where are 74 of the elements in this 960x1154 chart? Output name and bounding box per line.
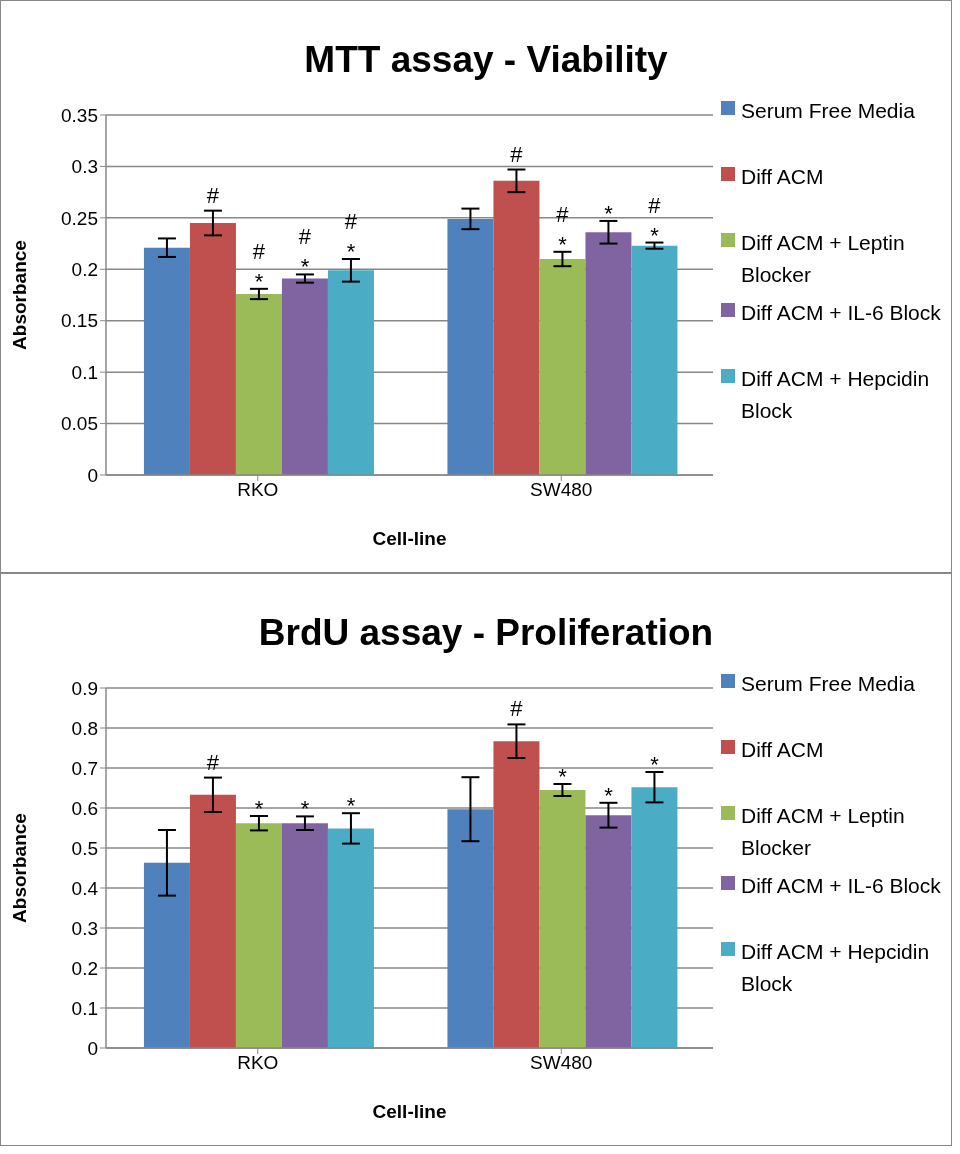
legend-label: Diff ACM + IL-6 Block	[741, 873, 941, 899]
legend-label: Serum Free Media	[741, 98, 916, 124]
x-tick-label: SW480	[530, 1052, 593, 1074]
x-axis-title: Cell-line	[372, 1101, 447, 1122]
y-tick-label: 0.8	[71, 717, 98, 739]
y-tick-label: 0.6	[71, 797, 98, 819]
y-tick-label: 0.35	[61, 104, 98, 126]
y-tick-label: 0.2	[71, 957, 98, 979]
y-tick-label: 0.5	[71, 837, 98, 859]
y-tick-label: 0.3	[71, 917, 98, 939]
data-label: *	[650, 752, 660, 777]
data-label: *	[558, 764, 568, 789]
bar	[585, 232, 632, 475]
y-tick-label: 0.9	[71, 677, 98, 699]
data-label: *	[300, 796, 310, 822]
data-label: # *	[556, 201, 570, 257]
data-label: # *	[252, 238, 266, 294]
bar	[327, 828, 374, 1048]
data-label: *	[254, 796, 264, 821]
legend-label: Diff ACM + Leptin Blocker	[741, 803, 906, 861]
data-label: #	[510, 141, 524, 167]
y-tick-label: 0.15	[61, 310, 98, 332]
chart-title: MTT assay - Viability	[303, 38, 669, 82]
bar	[235, 823, 282, 1048]
x-tick-label: SW480	[530, 479, 593, 501]
data-label: # *	[648, 192, 662, 248]
data-label: # *	[344, 209, 358, 264]
legend-label: Diff ACM	[741, 737, 825, 763]
legend-label: Diff ACM + Leptin Blocker	[741, 230, 906, 288]
y-axis-title: Absorbance	[8, 240, 30, 350]
data-label: *	[346, 793, 356, 819]
bar	[281, 278, 328, 475]
y-tick-label: 0.1	[71, 997, 98, 1019]
data-label: #	[206, 749, 220, 775]
data-label: #	[206, 182, 220, 208]
y-tick-label: 0.7	[71, 757, 98, 779]
data-label: #	[510, 696, 524, 722]
bar	[235, 293, 282, 475]
bar	[631, 245, 678, 475]
bar	[143, 862, 190, 1048]
bar	[539, 790, 586, 1048]
y-tick-label: 0.4	[71, 877, 99, 899]
x-tick-label: RKO	[237, 1052, 279, 1074]
data-label: *	[604, 200, 614, 226]
bar	[493, 741, 540, 1048]
y-tick-label: 0.1	[71, 361, 98, 383]
y-tick-label: 0	[87, 1037, 98, 1059]
legend-label: Diff ACM	[741, 164, 825, 190]
bar	[447, 809, 494, 1048]
legend-label: Diff ACM + IL-6 Block	[741, 300, 941, 326]
y-tick-label: 0.3	[71, 156, 98, 178]
data-label: *	[604, 782, 614, 808]
y-tick-label: 0.05	[61, 413, 98, 435]
bar	[447, 218, 494, 475]
bar	[631, 787, 678, 1048]
legend-label: Diff ACM + Hepcidin Block	[741, 939, 931, 997]
bar	[143, 247, 190, 475]
bar	[493, 180, 540, 475]
bar	[539, 259, 586, 475]
legend-label: Diff ACM + Hepcidin Block	[741, 366, 931, 424]
bar	[585, 815, 632, 1048]
bar	[189, 223, 236, 475]
bar	[189, 794, 236, 1048]
x-axis-title: Cell-line	[372, 528, 447, 549]
legend-label: Serum Free Media	[741, 671, 916, 697]
data-label: # *	[298, 224, 312, 280]
y-axis-title: Absorbance	[8, 813, 30, 923]
y-tick-label: 0	[87, 464, 98, 486]
chart-title: BrdU assay - Proliferation	[257, 611, 715, 655]
bar	[281, 823, 328, 1048]
bar	[327, 270, 374, 475]
y-tick-label: 0.2	[71, 259, 98, 281]
y-tick-label: 0.25	[61, 207, 98, 229]
x-tick-label: RKO	[237, 479, 279, 501]
